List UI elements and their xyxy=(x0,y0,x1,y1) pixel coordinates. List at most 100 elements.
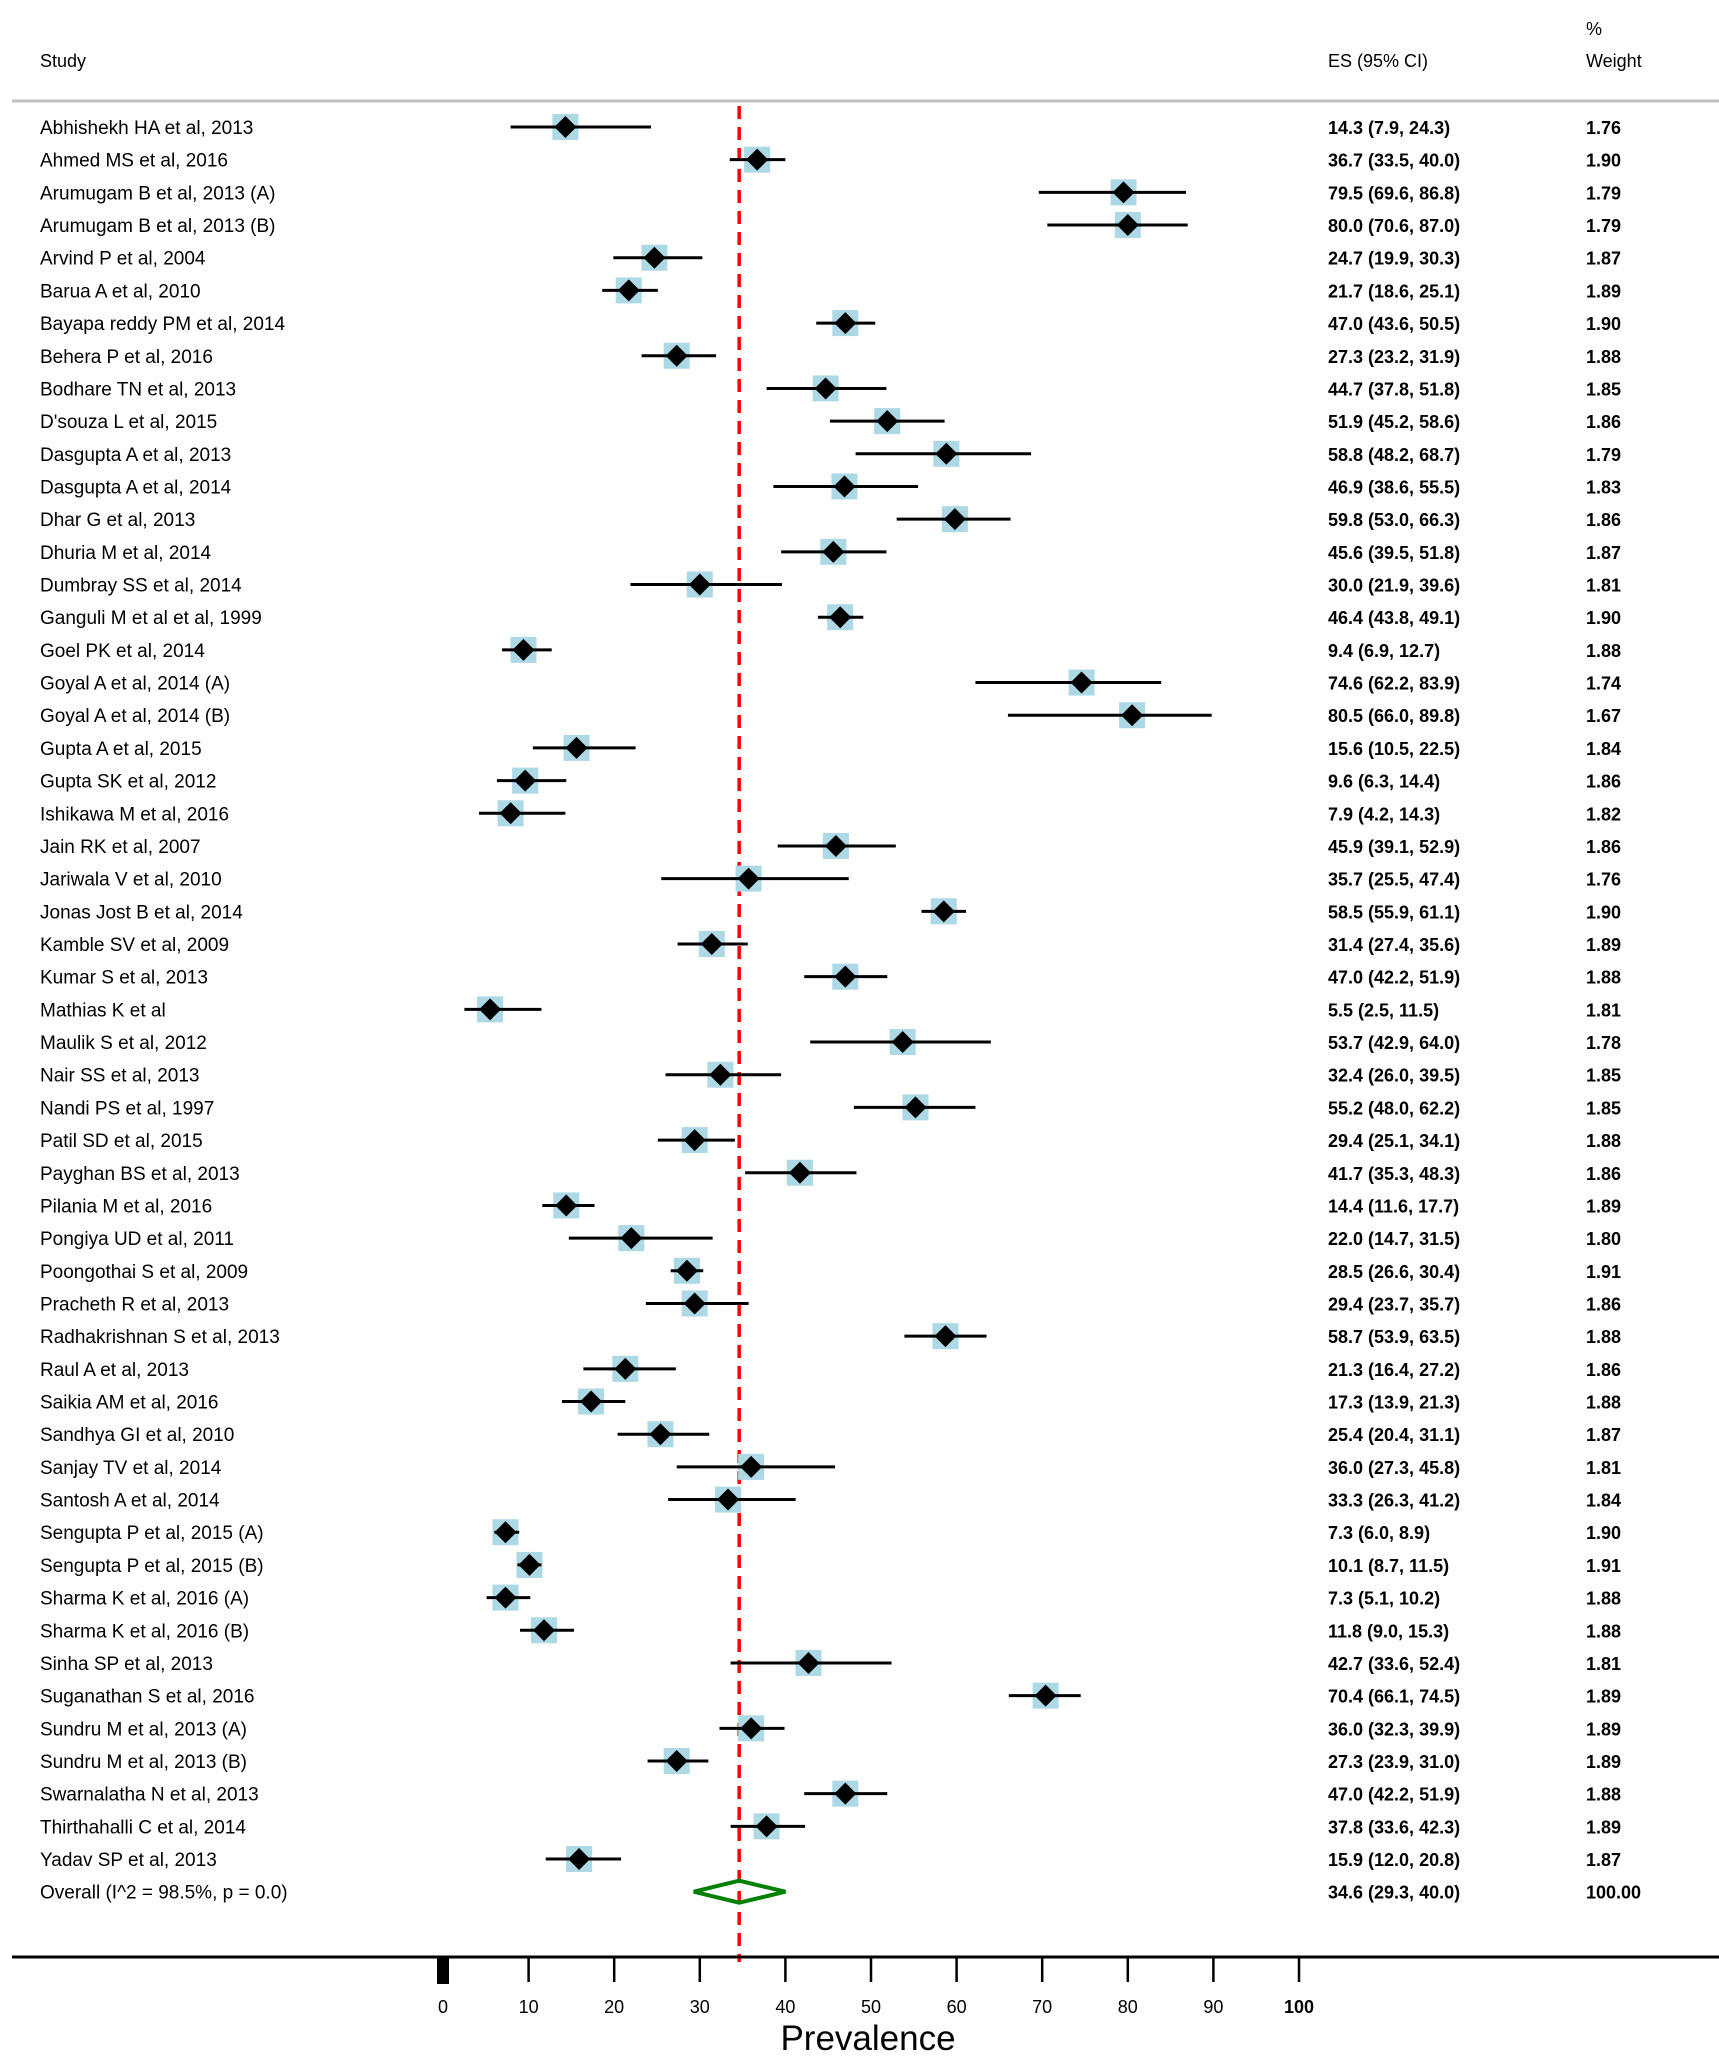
point-estimate xyxy=(580,1390,603,1413)
study-row: Goel PK et al, 2014 9.4 (6.9, 12.7) 1.88 xyxy=(40,636,1621,663)
overall-row: Overall (I^2 = 98.5%, p = 0.0) 34.6 (29.3… xyxy=(40,1878,1641,1905)
weight-value: 1.67 xyxy=(1586,706,1621,726)
study-label: Dhuria M et al, 2014 xyxy=(40,543,212,564)
es-value: 24.7 (19.9, 30.3) xyxy=(1328,249,1460,269)
study-label: Yadav SP et al, 2013 xyxy=(40,1850,217,1871)
weight-value: 1.88 xyxy=(1586,641,1621,661)
study-label: Mathias K et al xyxy=(40,1000,166,1021)
study-row: Thirthahalli C et al, 2014 37.8 (33.6, 42… xyxy=(40,1813,1621,1840)
es-value: 21.3 (16.4, 27.2) xyxy=(1328,1360,1460,1380)
study-row: Bodhare TN et al, 2013 44.7 (37.8, 51.8) 1… xyxy=(40,375,1621,402)
axis-tick-label: 100 xyxy=(1284,1997,1314,2017)
es-value: 28.5 (26.6, 30.4) xyxy=(1328,1262,1460,1282)
es-value: 27.3 (23.9, 31.0) xyxy=(1328,1752,1460,1772)
point-estimate xyxy=(1112,181,1135,204)
es-value: 30.0 (21.9, 39.6) xyxy=(1328,576,1460,596)
study-row: Goyal A et al, 2014 (A) 74.6 (62.2, 83.9)… xyxy=(40,669,1621,696)
header-study: Study xyxy=(40,51,86,71)
study-row: Arumugam B et al, 2013 (A) 79.5 (69.6, 86… xyxy=(40,179,1621,206)
es-value: 27.3 (23.2, 31.9) xyxy=(1328,347,1460,367)
study-label: Ahmed MS et al, 2016 xyxy=(40,151,228,172)
study-label: Jain RK et al, 2007 xyxy=(40,837,201,858)
study-row: Nandi PS et al, 1997 55.2 (48.0, 62.2) 1.8… xyxy=(40,1094,1621,1121)
weight-value: 1.88 xyxy=(1586,1393,1621,1413)
point-estimate xyxy=(555,1194,578,1217)
point-estimate xyxy=(494,1586,517,1609)
point-estimate xyxy=(833,475,856,498)
weight-value: 1.86 xyxy=(1586,1294,1621,1314)
es-value: 46.9 (38.6, 55.5) xyxy=(1328,477,1460,497)
es-value: 21.7 (18.6, 25.1) xyxy=(1328,281,1460,301)
weight-value: 1.82 xyxy=(1586,804,1621,824)
point-estimate xyxy=(617,279,640,302)
es-value: 58.7 (53.9, 63.5) xyxy=(1328,1327,1460,1347)
study-label: Behera P et al, 2016 xyxy=(40,347,213,368)
es-value: 58.8 (48.2, 68.7) xyxy=(1328,445,1460,465)
study-label: Santosh A et al, 2014 xyxy=(40,1491,220,1512)
es-value: 7.9 (4.2, 14.3) xyxy=(1328,804,1440,824)
weight-value: 1.85 xyxy=(1586,379,1621,399)
study-label: Dasgupta A et al, 2013 xyxy=(40,445,231,466)
es-value: 7.3 (5.1, 10.2) xyxy=(1328,1589,1440,1609)
point-estimate xyxy=(891,1031,914,1054)
es-value: 47.0 (42.2, 51.9) xyxy=(1328,1785,1460,1805)
weight-value: 1.86 xyxy=(1586,1360,1621,1380)
axis-tick-label: 0 xyxy=(438,1997,448,2017)
study-label: Radhakrishnan S et al, 2013 xyxy=(40,1327,280,1348)
es-value: 41.7 (35.3, 48.3) xyxy=(1328,1164,1460,1184)
point-estimate xyxy=(717,1488,740,1511)
point-estimate xyxy=(512,638,535,661)
study-row: Raul A et al, 2013 21.3 (16.4, 27.2) 1.86 xyxy=(40,1355,1621,1382)
es-value: 37.8 (33.6, 42.3) xyxy=(1328,1817,1460,1837)
study-row: Jariwala V et al, 2010 35.7 (25.5, 47.4) 1… xyxy=(40,865,1621,892)
study-row: Saikia AM et al, 2016 17.3 (13.9, 21.3) 1.… xyxy=(40,1388,1621,1415)
weight-value: 1.86 xyxy=(1586,510,1621,530)
point-estimate xyxy=(814,377,837,400)
es-value: 47.0 (42.2, 51.9) xyxy=(1328,968,1460,988)
study-label: Sundru M et al, 2013 (B) xyxy=(40,1752,247,1773)
study-row: Dumbray SS et al, 2014 30.0 (21.9, 39.6) 1… xyxy=(40,571,1621,598)
study-label: Sengupta P et al, 2015 (A) xyxy=(40,1523,264,1544)
axis-tick-label: 20 xyxy=(604,1997,624,2017)
study-row: Dasgupta A et al, 2013 58.8 (48.2, 68.7) 1… xyxy=(40,440,1621,467)
weight-value: 1.90 xyxy=(1586,314,1621,334)
study-label: Bodhare TN et al, 2013 xyxy=(40,379,236,400)
study-row: Sharma K et al, 2016 (B) 11.8 (9.0, 15.3)… xyxy=(40,1617,1621,1644)
study-label: Poongothai S et al, 2009 xyxy=(40,1262,248,1283)
study-label: Raul A et al, 2013 xyxy=(40,1360,189,1381)
point-estimate xyxy=(935,442,958,465)
weight-value: 1.89 xyxy=(1586,1196,1621,1216)
weight-value: 1.88 xyxy=(1586,1131,1621,1151)
study-row: Nair SS et al, 2013 32.4 (26.0, 39.5) 1.85 xyxy=(40,1061,1621,1088)
es-value: 45.6 (39.5, 51.8) xyxy=(1328,543,1460,563)
point-estimate xyxy=(620,1227,643,1250)
weight-value: 1.86 xyxy=(1586,772,1621,792)
study-row: Dhuria M et al, 2014 45.6 (39.5, 51.8) 1.8… xyxy=(40,538,1621,565)
point-estimate xyxy=(1070,671,1093,694)
es-value: 80.5 (66.0, 89.8) xyxy=(1328,706,1460,726)
study-row: Gupta SK et al, 2012 9.6 (6.3, 14.4) 1.86 xyxy=(40,767,1621,794)
study-row: Arvind P et al, 2004 24.7 (19.9, 30.3) 1.8… xyxy=(40,244,1621,271)
x-axis-title: Prevalence xyxy=(780,2019,955,2056)
weight-value: 1.89 xyxy=(1586,1719,1621,1739)
header-weight: Weight xyxy=(1586,51,1642,71)
es-value: 79.5 (69.6, 86.8) xyxy=(1328,183,1460,203)
study-row: Ahmed MS et al, 2016 36.7 (33.5, 40.0) 1.9… xyxy=(40,146,1621,173)
study-label: Arumugam B et al, 2013 (A) xyxy=(40,183,276,204)
es-value: 44.7 (37.8, 51.8) xyxy=(1328,379,1460,399)
es-value: 35.7 (25.5, 47.4) xyxy=(1328,870,1460,890)
weight-value: 1.79 xyxy=(1586,445,1621,465)
point-estimate xyxy=(554,116,577,138)
es-value: 42.7 (33.6, 52.4) xyxy=(1328,1654,1460,1674)
study-row: Sengupta P et al, 2015 (B) 10.1 (8.7, 11.… xyxy=(40,1551,1621,1578)
study-label: Gupta SK et al, 2012 xyxy=(40,772,216,793)
point-estimate xyxy=(614,1357,637,1380)
study-row: Gupta A et al, 2015 15.6 (10.5, 22.5) 1.84 xyxy=(40,734,1621,761)
es-value: 36.0 (27.3, 45.8) xyxy=(1328,1458,1460,1478)
weight-value: 1.87 xyxy=(1586,1425,1621,1445)
weight-value: 1.87 xyxy=(1586,543,1621,563)
study-label: Patil SD et al, 2015 xyxy=(40,1131,203,1152)
weight-value: 1.90 xyxy=(1586,151,1621,171)
weight-value: 1.74 xyxy=(1586,674,1621,694)
axis-tick-label: 80 xyxy=(1118,1997,1138,2017)
